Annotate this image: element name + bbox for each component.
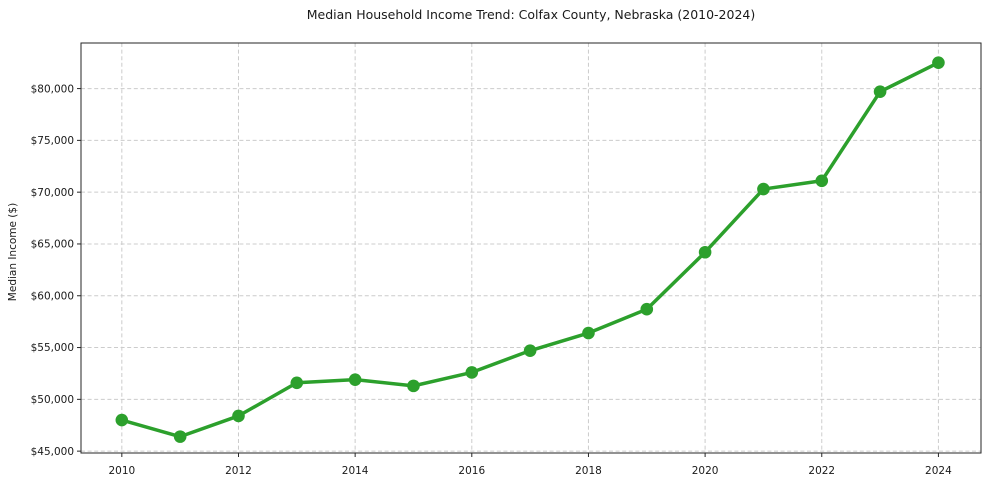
x-tick-label: 2024 xyxy=(925,465,952,477)
data-point xyxy=(232,409,245,423)
y-tick-label: $70,000 xyxy=(31,187,74,199)
y-tick-label: $75,000 xyxy=(31,135,74,147)
data-point xyxy=(407,379,420,393)
data-point xyxy=(582,326,595,340)
plot-border xyxy=(80,42,982,454)
data-point xyxy=(757,182,770,196)
x-tick-label: 2012 xyxy=(225,465,252,477)
y-tick-label: $45,000 xyxy=(31,446,74,458)
y-tick-label: $60,000 xyxy=(31,290,74,302)
x-tick-label: 2010 xyxy=(108,465,135,477)
data-point xyxy=(932,56,945,69)
x-tick-label: 2016 xyxy=(458,465,485,477)
data-point xyxy=(815,174,829,188)
y-tick-label: $50,000 xyxy=(31,394,74,406)
x-tick-label: 2014 xyxy=(342,465,369,477)
data-point xyxy=(290,376,304,390)
x-tick-label: 2020 xyxy=(692,465,719,477)
y-tick-label: $65,000 xyxy=(31,239,74,251)
data-point xyxy=(873,85,887,98)
data-point xyxy=(523,344,537,357)
data-point xyxy=(115,413,129,427)
plot-background xyxy=(81,43,981,453)
data-point xyxy=(640,302,654,316)
data-point xyxy=(173,430,187,443)
x-tick-label: 2022 xyxy=(808,465,835,477)
data-point xyxy=(698,245,712,259)
chart-title: Median Household Income Trend: Colfax Co… xyxy=(306,7,756,22)
data-point xyxy=(348,373,362,386)
y-tick-label: $80,000 xyxy=(31,83,74,95)
data-point xyxy=(465,366,479,379)
x-tick-label: 2018 xyxy=(575,465,602,477)
y-tick-label: $55,000 xyxy=(31,342,74,354)
